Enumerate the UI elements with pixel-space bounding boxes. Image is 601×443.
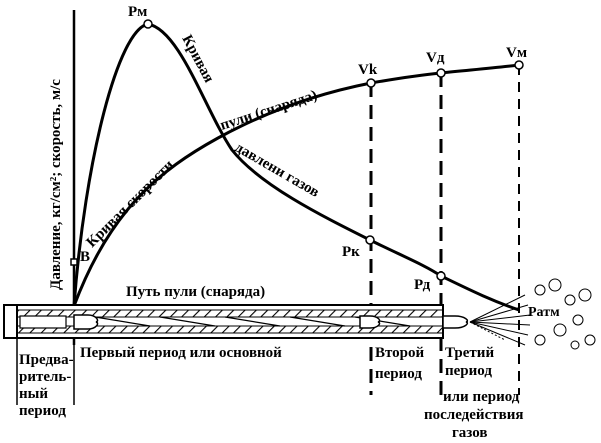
pressure-curve-label-2: давлени газов bbox=[232, 140, 322, 201]
pm-label: Рм bbox=[128, 4, 147, 20]
velocity-curve bbox=[72, 63, 520, 307]
period-first: Первый период или основной bbox=[80, 345, 282, 361]
period-third-line-2: период bbox=[445, 363, 492, 379]
path-label: Путь пули (снаряда) bbox=[126, 284, 265, 300]
pk-marker bbox=[365, 235, 375, 245]
gas-spray bbox=[469, 294, 531, 346]
b-marker bbox=[70, 258, 78, 266]
period-third-line-1: Третий bbox=[445, 345, 494, 361]
pd-marker bbox=[436, 271, 446, 281]
vk-marker bbox=[366, 78, 376, 88]
period-preliminary: Предва- ритель- ный период bbox=[19, 352, 74, 419]
period-preliminary-line-4: период bbox=[19, 403, 66, 419]
b-label: В bbox=[80, 249, 90, 265]
pm-marker bbox=[143, 19, 153, 29]
period-second-line-2: период bbox=[375, 366, 422, 382]
pk-label: Рк bbox=[342, 244, 360, 260]
y-axis-label: Давление, кг/см²; скорость, м/с bbox=[48, 79, 64, 290]
period-preliminary-line-1: Предва- bbox=[19, 352, 74, 368]
projectile-exit bbox=[442, 315, 469, 329]
gas-cloud bbox=[534, 278, 596, 350]
period-aftereffect-line-3: газов bbox=[452, 425, 487, 441]
vd-marker bbox=[436, 68, 446, 78]
velocity-curve-label-1: Кривая скорости bbox=[84, 157, 178, 251]
projectile-mid bbox=[359, 315, 381, 329]
projectile-start bbox=[73, 314, 99, 330]
period-aftereffect: или период последействия газов bbox=[424, 389, 523, 441]
period-aftereffect-line-2: последействия bbox=[424, 407, 523, 423]
velocity-curve-label-2: пули (снаряда) bbox=[218, 87, 319, 133]
period-preliminary-line-3: ный bbox=[19, 386, 48, 402]
period-aftereffect-line-1: или период bbox=[443, 389, 520, 405]
pd-label: Рд bbox=[414, 277, 431, 293]
pressure-curve bbox=[72, 22, 520, 312]
patm-label: Ратм bbox=[528, 305, 560, 320]
period-second-line-1: Второй bbox=[375, 345, 425, 361]
vm-marker bbox=[514, 60, 524, 70]
vm-label: Vм bbox=[506, 45, 527, 61]
vd-label: Vд bbox=[426, 50, 445, 66]
vk-label: Vk bbox=[358, 62, 378, 78]
period-preliminary-line-2: ритель- bbox=[19, 369, 71, 385]
